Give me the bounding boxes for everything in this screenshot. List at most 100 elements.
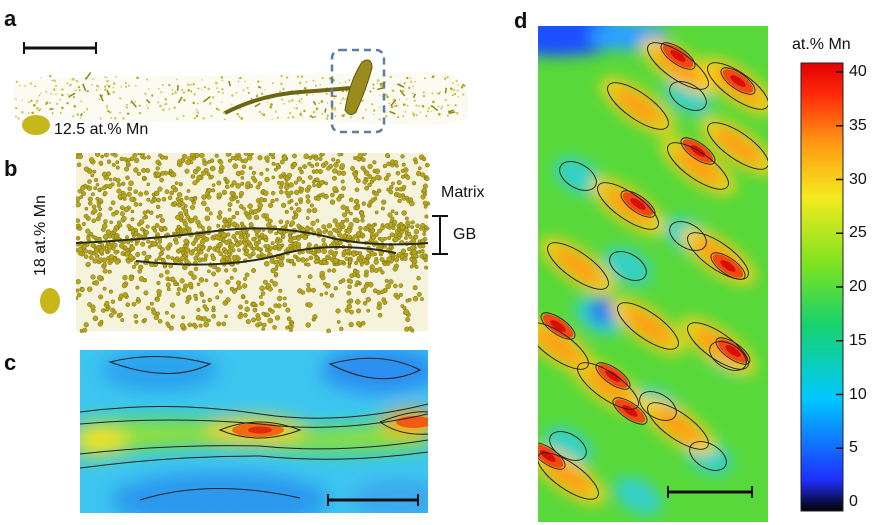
panel-a-grain-boundary <box>224 86 351 115</box>
atom-dot <box>146 78 148 81</box>
atom-dot <box>15 115 17 118</box>
atom-dot <box>108 91 110 94</box>
map-region <box>720 67 756 95</box>
atom-dot <box>182 264 188 271</box>
atom-dot <box>15 80 18 83</box>
atom-dot <box>76 296 79 301</box>
atom-dot <box>189 153 195 158</box>
atom-dot <box>282 296 287 301</box>
atom-dot <box>149 210 154 215</box>
atom-dot <box>190 90 193 93</box>
atom-dot <box>272 82 274 84</box>
atom-dot <box>293 107 296 109</box>
atom-dot <box>207 297 212 303</box>
atom-dot <box>196 174 202 181</box>
atom-dot <box>21 100 24 102</box>
map-region <box>687 322 749 370</box>
atom-dot <box>184 195 189 201</box>
atom-dot <box>224 268 229 273</box>
atom-dot <box>80 287 85 292</box>
atom-dot <box>242 207 246 211</box>
atom-dot <box>257 321 263 327</box>
atom-dot <box>174 91 177 95</box>
panel-c-label: c <box>4 350 17 375</box>
atom-dot <box>168 168 173 173</box>
atom-dot <box>180 250 185 255</box>
atom-dot <box>34 85 36 87</box>
atom-dot <box>300 111 302 113</box>
atom-dot <box>204 278 209 283</box>
colorbar-tick-label: 25 <box>849 224 867 242</box>
atom-dot <box>451 81 454 84</box>
atom-dot <box>398 292 403 297</box>
atom-dot <box>102 286 107 291</box>
atom-dot <box>404 216 409 221</box>
atom-dot <box>281 155 288 161</box>
atom-dot <box>297 166 302 171</box>
atom-dot <box>80 100 82 102</box>
atom-dot <box>457 89 459 92</box>
atom-dot <box>217 108 220 112</box>
atom-dot <box>256 254 261 259</box>
atom-dot <box>410 225 415 230</box>
atom-dot <box>77 153 83 160</box>
atom-dot <box>418 105 420 107</box>
atom-dot <box>186 189 191 193</box>
atom-dot <box>92 251 97 256</box>
atom-dot <box>82 327 88 333</box>
atom-dot <box>372 160 377 165</box>
atom-dot <box>397 116 400 119</box>
atom-dot <box>405 175 411 180</box>
atom-dot <box>86 89 89 93</box>
atom-dot <box>132 153 138 158</box>
atom-dot <box>103 191 108 196</box>
panel-c-concentration-map <box>80 350 428 513</box>
atom-dot <box>195 166 201 172</box>
atom-dot <box>164 269 170 275</box>
atom-dot <box>373 259 379 265</box>
atom-dot <box>285 76 289 79</box>
atom-dot <box>449 87 453 91</box>
atom-dot <box>426 110 430 113</box>
atom-dot <box>227 202 233 208</box>
atom-cluster <box>312 100 317 106</box>
atom-dot <box>319 292 324 297</box>
atom-dot <box>397 193 403 199</box>
atom-dot <box>232 196 236 201</box>
atom-dot <box>111 162 116 167</box>
atom-dot <box>115 160 120 165</box>
atom-dot <box>327 114 329 117</box>
map-region <box>652 406 704 446</box>
atom-dot <box>285 247 290 251</box>
atom-dot <box>394 102 396 104</box>
map-region <box>604 247 652 285</box>
atom-dot <box>291 115 295 119</box>
atom-dot <box>119 156 124 162</box>
atom-dot <box>90 243 95 248</box>
atom-dot <box>143 290 149 296</box>
atom-dot <box>227 207 232 212</box>
atom-dot <box>386 172 391 178</box>
atom-dot <box>119 97 122 100</box>
atom-dot <box>288 243 293 249</box>
atom-dot <box>138 219 145 225</box>
atom-dot <box>176 117 179 120</box>
atom-dot <box>135 85 137 87</box>
atom-dot <box>206 225 212 231</box>
atom-dot <box>125 235 129 240</box>
atom-dot <box>175 197 180 201</box>
atom-dot <box>114 116 117 120</box>
map-region <box>715 337 751 365</box>
map-region <box>540 312 576 340</box>
atom-dot <box>402 305 407 310</box>
atom-dot <box>410 220 415 225</box>
atom-dot <box>138 264 144 270</box>
atom-dot <box>106 79 109 83</box>
atom-dot <box>311 180 316 184</box>
atom-dot <box>123 245 128 250</box>
atom-dot <box>196 282 201 287</box>
atom-dot <box>271 161 276 166</box>
atom-dot <box>384 278 389 283</box>
atom-dot <box>98 98 101 100</box>
atom-dot <box>161 108 165 112</box>
